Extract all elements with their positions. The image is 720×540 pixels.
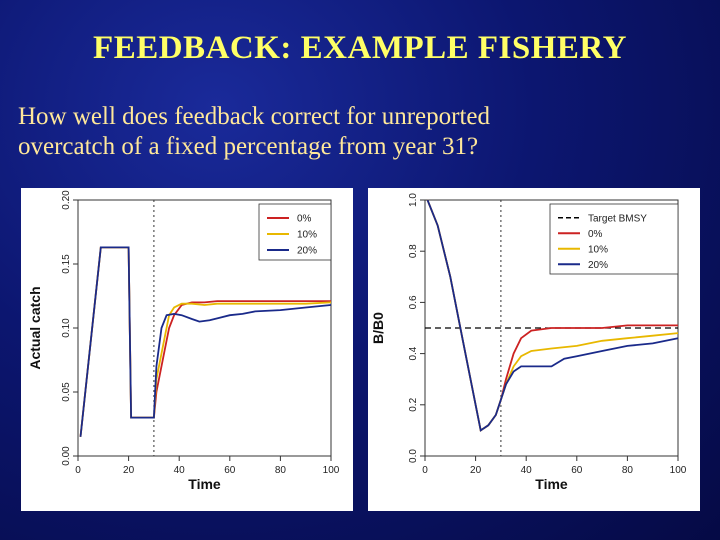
y-axis-title: B/B0: [370, 312, 386, 344]
slide-question: How well does feedback correct for unrep…: [18, 102, 708, 162]
y-tick-label: 0.6: [408, 295, 419, 309]
actual-catch-chart: 0 20 40 60 80 100 0.00 0.05 0.10 0.15 0.20 Time Actu…: [27, 190, 340, 492]
y-tick-label: 0.8: [408, 244, 419, 258]
legend-label: 10%: [588, 244, 608, 255]
y-tick-label: 0.20: [61, 190, 72, 210]
y-tick-label: 0.2: [408, 397, 419, 411]
legend-label: 0%: [588, 229, 603, 240]
x-tick-label: 40: [174, 465, 186, 476]
x-tick-label: 0: [75, 465, 81, 476]
x-tick-label: 60: [224, 465, 236, 476]
y-tick-label: 0.0: [408, 449, 419, 463]
series-line-20-: [426, 199, 679, 432]
y-tick-label: 0.10: [61, 318, 72, 338]
y-tick-label: 0.00: [61, 446, 72, 466]
x-tick-label: 40: [521, 465, 533, 476]
y-tick-label: 0.15: [61, 254, 72, 274]
biomass-chart-panel: 0 20 40 60 80 100 0.0 0.2 0.4 0.6 0.8 1.0 Time B/B0 Ta…: [368, 188, 700, 511]
x-tick-label: 0: [422, 465, 428, 476]
series-line-20-: [79, 246, 332, 437]
x-tick-label: 100: [323, 465, 340, 476]
catch-chart-panel: 0 20 40 60 80 100 0.00 0.05 0.10 0.15 0.20 Time Actu…: [21, 188, 353, 511]
legend-box: [549, 203, 679, 275]
y-tick-label: 0.05: [61, 382, 72, 402]
legend-label: 20%: [297, 246, 317, 257]
x-tick-label: 80: [275, 465, 287, 476]
slide-title: FEEDBACK: EXAMPLE FISHERY: [93, 30, 627, 66]
x-tick-label: 60: [571, 465, 583, 476]
question-line-1: How well does feedback correct for unrep…: [18, 103, 491, 130]
series-line-10-: [79, 246, 332, 437]
x-tick-label: 80: [622, 465, 634, 476]
x-axis-title: Time: [535, 476, 568, 492]
question-line-2: overcatch of a fixed percentage from yea…: [18, 133, 479, 160]
legend-label: 0%: [297, 214, 312, 225]
legend-label: 20%: [588, 260, 608, 271]
legend-label: 10%: [297, 230, 317, 241]
x-axis-title: Time: [188, 476, 221, 492]
y-tick-label: 1.0: [408, 193, 419, 207]
x-tick-label: 20: [123, 465, 135, 476]
legend-label: Target BMSY: [588, 213, 647, 224]
x-tick-label: 20: [470, 465, 482, 476]
x-tick-label: 100: [670, 465, 687, 476]
biomass-ratio-chart: 0 20 40 60 80 100 0.0 0.2 0.4 0.6 0.8 1.0 Time B/B0 Ta…: [370, 193, 687, 492]
y-axis-title: Actual catch: [27, 286, 43, 369]
legend-box: [258, 203, 332, 261]
series-line-0-: [79, 246, 331, 437]
y-tick-label: 0.4: [408, 346, 419, 360]
